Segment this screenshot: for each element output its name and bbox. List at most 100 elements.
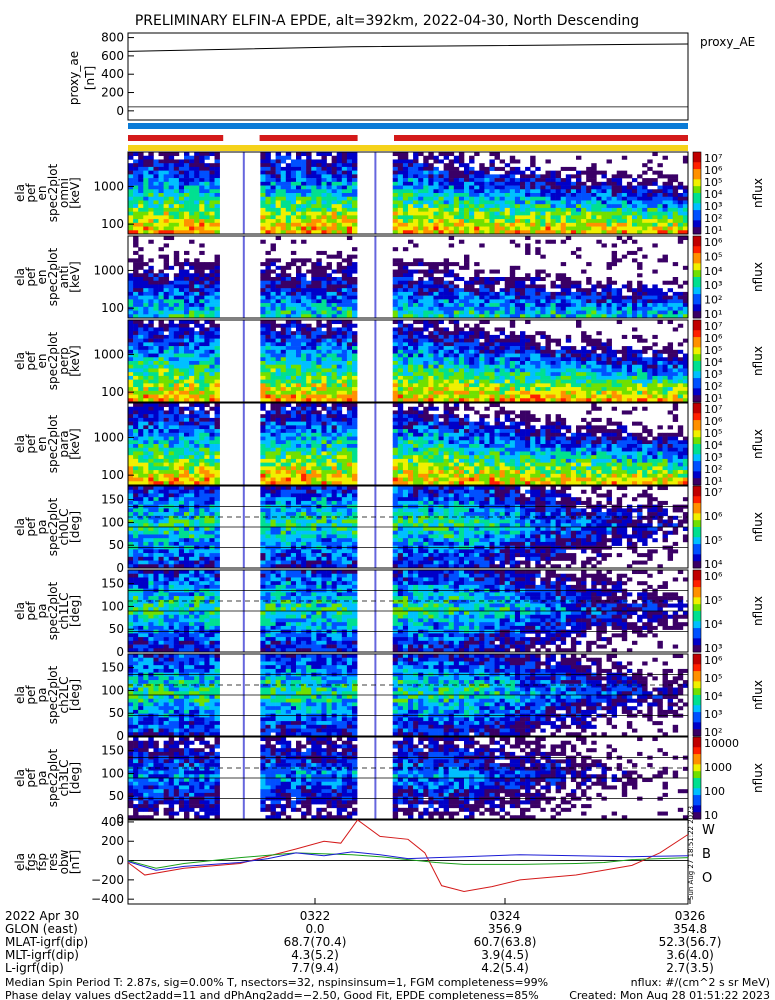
spectrogram-cell xyxy=(448,314,455,319)
spectrogram-cell xyxy=(586,193,592,198)
spectrogram-cell xyxy=(316,265,322,270)
spectrogram-cell xyxy=(204,375,210,380)
spectrogram-cell xyxy=(316,170,322,175)
spectrogram-cell xyxy=(214,327,220,332)
spectrogram-cell xyxy=(189,383,195,388)
spectrogram-cell xyxy=(285,230,292,235)
spectrogram-cell xyxy=(530,357,536,362)
spectrogram-cell xyxy=(474,207,480,212)
spectrogram-cell xyxy=(311,379,317,384)
spectrogram-cell xyxy=(143,353,149,358)
spectrogram-cell xyxy=(194,152,200,157)
spectrogram-cell xyxy=(657,303,663,308)
spectrogram-cell xyxy=(173,189,180,194)
spectrogram-cell xyxy=(138,338,144,343)
spectrogram-cell xyxy=(128,211,134,216)
spectrogram-cell xyxy=(158,349,164,354)
spectrogram-cell xyxy=(418,346,424,351)
colorbar-segment xyxy=(693,186,701,191)
spectrogram-cell xyxy=(341,269,348,274)
spectrogram-cell xyxy=(301,357,307,362)
spectrogram-cell xyxy=(453,320,460,325)
y-tick-label: 1000 xyxy=(93,263,124,277)
spectrogram-cell xyxy=(647,288,653,293)
spectrogram-cell xyxy=(504,163,511,168)
spectrogram-cell xyxy=(565,299,572,304)
spectrogram-cell xyxy=(637,357,643,362)
spectrogram-cell xyxy=(621,310,628,315)
spectrogram-cell xyxy=(601,222,607,227)
spectrogram-cell xyxy=(392,372,399,377)
spectrogram-cell xyxy=(306,306,312,311)
spectrogram-cell xyxy=(616,306,623,311)
spectrogram-cell xyxy=(586,189,592,194)
spectrogram-cell xyxy=(163,230,170,235)
spectrogram-cell xyxy=(662,155,668,160)
spectrogram-cell xyxy=(489,303,495,308)
spectrogram-cell xyxy=(621,390,628,395)
spectrogram-cell xyxy=(290,222,297,227)
spectrogram-cell xyxy=(168,181,175,186)
spectrogram-cell xyxy=(464,346,470,351)
spectrogram-cell xyxy=(428,215,434,220)
spectrogram-cell xyxy=(499,181,506,186)
y-axis-label: spec2plot xyxy=(46,163,60,222)
spectrogram-cell xyxy=(290,379,297,384)
spectrogram-cell xyxy=(576,390,582,395)
spectrogram-cell xyxy=(682,295,689,300)
spectrogram-cell xyxy=(138,327,144,332)
spectrogram-cell xyxy=(301,398,307,403)
spectrogram-cell xyxy=(148,196,154,201)
spectrogram-cell xyxy=(428,204,434,209)
spectrogram-cell xyxy=(545,159,551,164)
spectrogram-cell xyxy=(576,280,582,285)
spectrogram-cell xyxy=(194,349,200,354)
spectrogram-cell xyxy=(458,306,465,311)
spectrogram-cell xyxy=(464,284,470,289)
spectrogram-cell xyxy=(565,207,572,212)
spectrogram-cell xyxy=(469,368,475,373)
spectrogram-cell xyxy=(514,334,521,339)
spectrogram-cell xyxy=(626,346,633,351)
spectrogram-cell xyxy=(484,320,490,325)
spectrogram-cell xyxy=(296,303,302,308)
spectrogram-cell xyxy=(397,193,404,198)
spectrogram-cell xyxy=(535,342,541,347)
spectrogram-cell xyxy=(153,219,159,224)
spectrogram-cell xyxy=(489,193,495,198)
spectrogram-cell xyxy=(133,200,139,205)
spectrogram-cell xyxy=(586,230,592,235)
spectrogram-cell xyxy=(128,331,134,336)
spectrogram-cell xyxy=(499,226,506,231)
spectrogram-cell xyxy=(672,178,679,183)
spectrogram-cell xyxy=(296,323,302,328)
spectrogram-cell xyxy=(290,394,297,399)
spectrogram-cell xyxy=(611,349,618,354)
spectrogram-cell xyxy=(148,379,154,384)
spectrogram-cell xyxy=(280,310,287,315)
spectrogram-cell xyxy=(148,383,154,388)
spectrogram-cell xyxy=(479,372,485,377)
spectrogram-cell xyxy=(270,288,276,293)
spectrogram-cell xyxy=(509,299,516,304)
spectrogram-cell xyxy=(352,222,358,227)
spectrogram-cell xyxy=(184,387,190,392)
spectrogram-cell xyxy=(565,222,572,227)
spectrogram-cell xyxy=(397,299,404,304)
spectrogram-cell xyxy=(586,222,592,227)
spectrogram-cell xyxy=(128,181,134,186)
spectrogram-cell xyxy=(469,196,475,201)
spectrogram-cell xyxy=(133,193,139,198)
spectrogram-cell xyxy=(301,314,307,319)
spectrogram-cell xyxy=(138,314,144,319)
spectrogram-cell xyxy=(611,368,618,373)
spectrogram-cell xyxy=(514,310,521,315)
spectrogram-cell xyxy=(311,181,317,186)
spectrogram-cell xyxy=(474,353,480,358)
spectrogram-cell xyxy=(438,280,444,285)
spectrogram-cell xyxy=(514,338,521,343)
spectrogram-cell xyxy=(158,342,164,347)
spectrogram-cell xyxy=(591,226,597,231)
spectrogram-cell xyxy=(438,379,444,384)
spectrogram-cell xyxy=(280,207,287,212)
